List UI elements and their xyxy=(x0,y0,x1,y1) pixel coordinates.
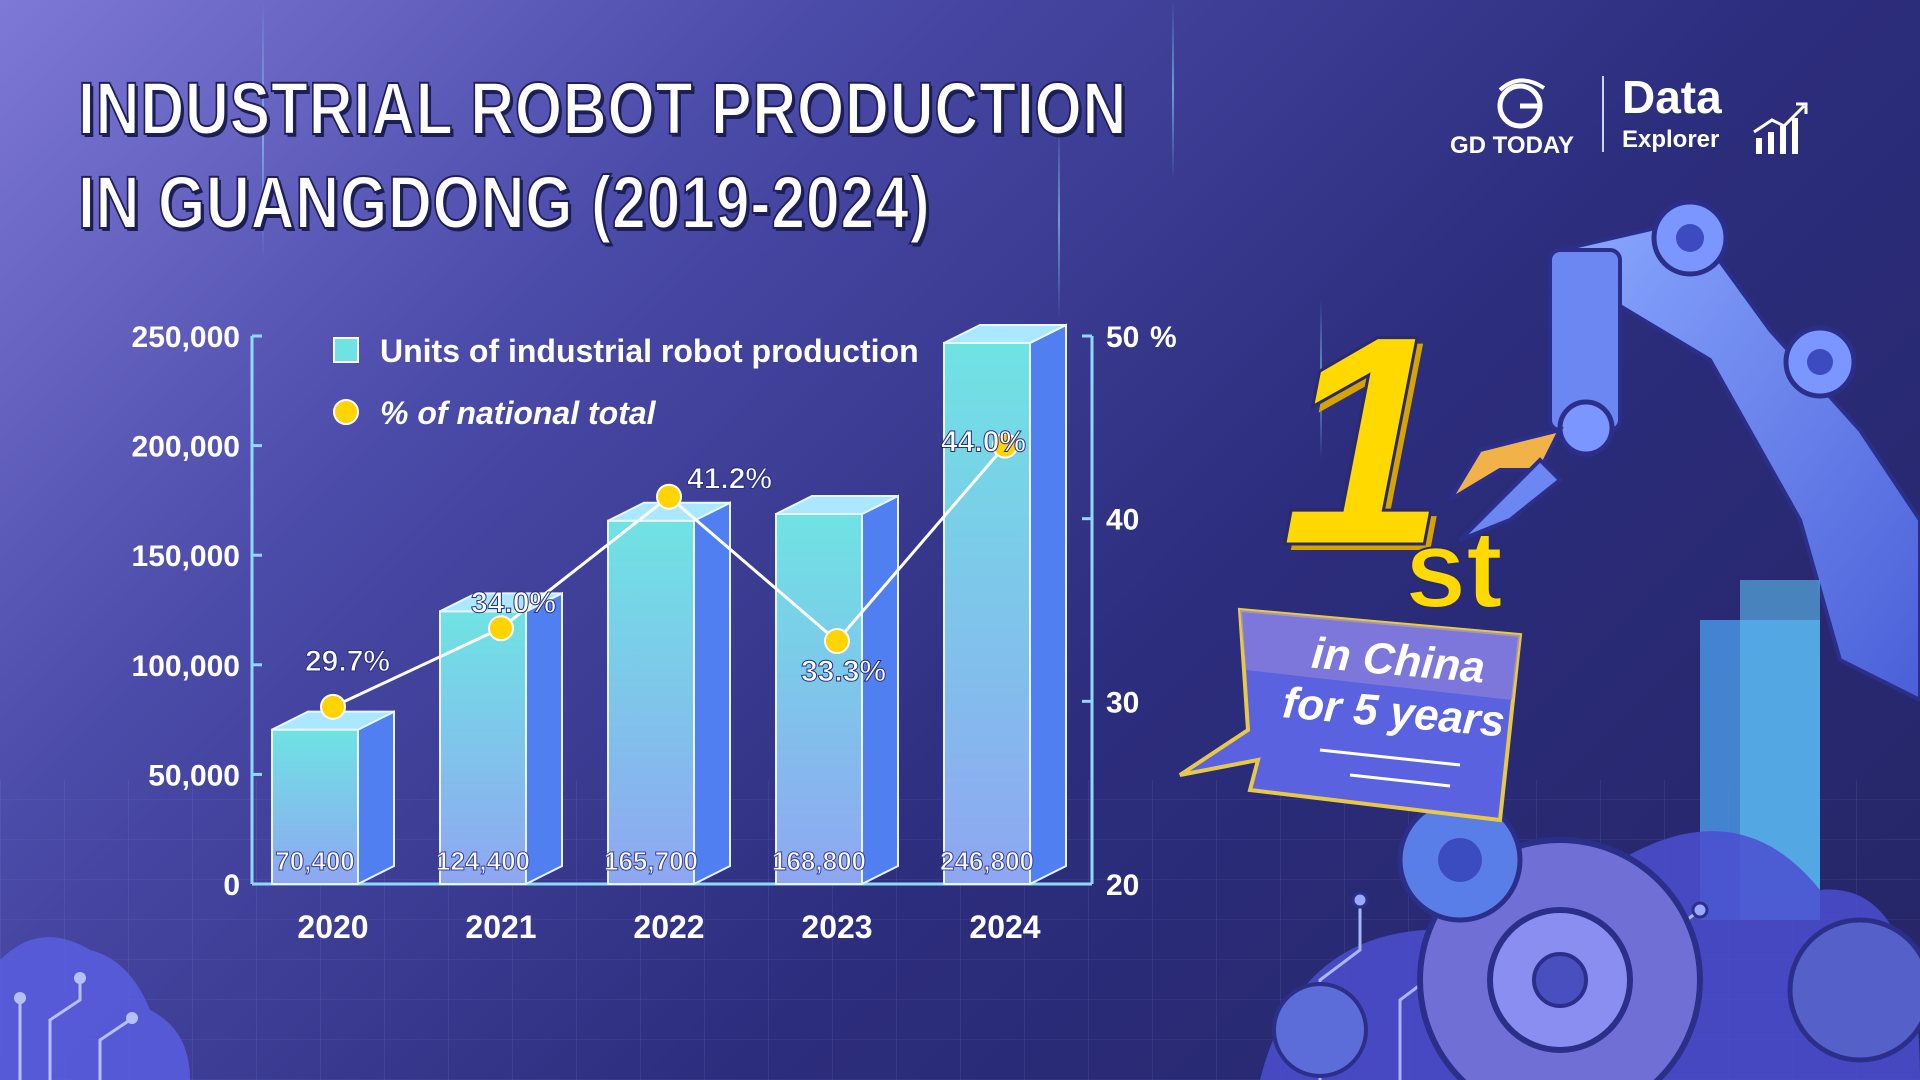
series-point xyxy=(656,483,682,510)
bar xyxy=(943,342,1031,885)
point-value-label: 29.7% xyxy=(305,645,390,678)
decor-light-line xyxy=(1058,120,1060,320)
y-right-tick-label: 30 xyxy=(1106,686,1139,719)
bar-top xyxy=(943,324,1067,345)
series-point xyxy=(320,693,346,720)
y-left-tick-label: 100,000 xyxy=(132,650,240,683)
y-right-unit: % xyxy=(1150,321,1177,354)
brand-divider xyxy=(1602,76,1604,152)
y-right-tick-label: 50 xyxy=(1106,321,1139,354)
x-tick-label: 2024 xyxy=(969,909,1040,945)
speech-bubble xyxy=(1178,607,1523,823)
circuit-cloud-decoration xyxy=(0,937,190,1080)
y-left-tick-label: 150,000 xyxy=(132,540,240,573)
trend-bars-icon xyxy=(1753,102,1808,154)
decor-light-line xyxy=(262,0,264,260)
legend-swatch-bar xyxy=(333,337,359,363)
bar-top xyxy=(271,710,395,731)
bar xyxy=(775,512,863,886)
bar-value-label: 168,800 xyxy=(772,846,866,876)
bar-value-label: 70,400 xyxy=(275,846,355,876)
product-name-line2: Explorer xyxy=(1622,126,1720,153)
y-left-tick-label: 50,000 xyxy=(148,759,240,792)
legend-swatch-line xyxy=(333,399,359,425)
point-value-label: 33.3% xyxy=(801,655,886,688)
x-tick-label: 2021 xyxy=(465,909,536,945)
rank-suffix: st xyxy=(1404,508,1504,631)
x-tick-label: 2023 xyxy=(801,909,872,945)
product-name-line1: Data xyxy=(1622,71,1722,123)
point-value-label: 34.0% xyxy=(471,586,556,619)
title-line-1: INDUSTRIAL ROBOT PRODUCTION xyxy=(77,66,1128,151)
y-left-tick-label: 200,000 xyxy=(132,431,240,464)
page-title: INDUSTRIAL ROBOT PRODUCTION IN GUANGDONG… xyxy=(77,62,1128,250)
rank-number: 1 xyxy=(1279,272,1449,608)
bar-value-label: 246,800 xyxy=(940,846,1034,876)
point-value-label: 41.2% xyxy=(687,463,772,496)
series-point xyxy=(992,432,1018,459)
legend-label-bar: Units of industrial robot production xyxy=(380,333,919,369)
bar xyxy=(439,610,527,885)
decor-light-line xyxy=(1172,0,1174,180)
y-right-tick-label: 40 xyxy=(1106,504,1139,537)
bar-side xyxy=(693,501,731,886)
gd-today-logo-icon xyxy=(1497,78,1546,129)
bar-top xyxy=(775,494,899,515)
bar xyxy=(271,728,359,886)
bar-side xyxy=(525,591,563,886)
bar-side xyxy=(357,710,395,886)
legend-label-line: % of national total xyxy=(380,395,657,431)
rank-badge: 1 st in China for 5 years xyxy=(1160,272,1580,850)
bar-side xyxy=(1029,323,1067,886)
series-point xyxy=(824,628,850,655)
y-left-tick-label: 250,000 xyxy=(132,321,240,354)
point-value-label: 44.0% xyxy=(941,426,1026,459)
decor-light-line xyxy=(1320,300,1322,460)
series-point xyxy=(488,615,514,642)
publisher-name: GD TODAY xyxy=(1450,132,1575,159)
bar-value-label: 124,400 xyxy=(436,846,530,876)
bar xyxy=(607,519,695,885)
x-tick-label: 2020 xyxy=(297,909,368,945)
x-tick-label: 2022 xyxy=(633,909,704,945)
gears-illustration xyxy=(1260,800,1920,1080)
title-line-2: IN GUANGDONG (2019-2024) xyxy=(77,160,931,245)
bar-top xyxy=(439,592,563,613)
bar-value-label: 165,700 xyxy=(604,846,698,876)
y-left-tick-label: 0 xyxy=(223,869,240,902)
bar-top xyxy=(607,501,731,522)
y-right-tick-label: 20 xyxy=(1106,869,1139,902)
brand-logo: GD TODAY Data Explorer xyxy=(1450,70,1830,160)
bar-side xyxy=(861,494,899,886)
